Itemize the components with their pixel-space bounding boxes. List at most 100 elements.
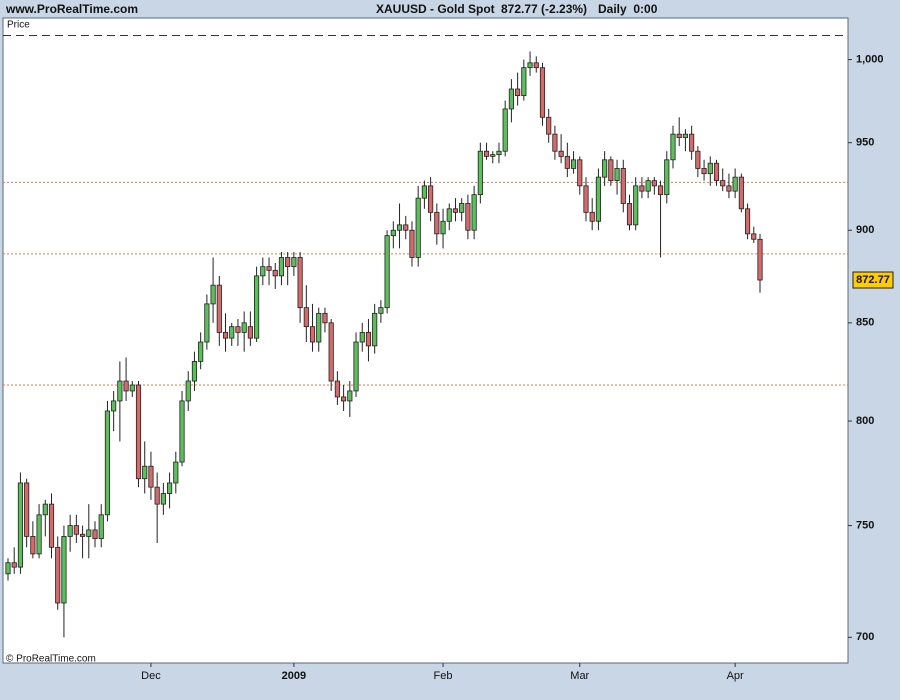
y-tick-label: 800 [856, 415, 874, 427]
candle-body [452, 208, 459, 213]
candle-body [229, 326, 235, 339]
candle-body [664, 159, 670, 196]
candle-body [160, 493, 166, 505]
copyright: © ProRealTime.com [6, 654, 96, 665]
candle-body [558, 150, 564, 157]
candle-body [222, 331, 229, 339]
price-change: 872.77 (-2.23%) [501, 2, 587, 16]
candle-body [359, 331, 365, 343]
candle-body [328, 322, 334, 382]
candle-body [254, 275, 260, 339]
candle-body [490, 154, 496, 157]
candle-body [67, 525, 73, 537]
candle-body [546, 116, 552, 135]
candle-body [297, 257, 303, 309]
candle-body [11, 562, 17, 568]
x-tick-label: Apr [727, 670, 744, 682]
candle-body [353, 341, 359, 392]
candle-body [42, 503, 48, 516]
candle-body [390, 229, 396, 237]
candle-body [396, 224, 403, 231]
candle-body [620, 168, 626, 204]
candle-body [583, 185, 589, 213]
candle-body [316, 312, 322, 343]
candle-body [676, 133, 682, 138]
candle-body [477, 150, 483, 196]
candle-body [614, 168, 620, 182]
site-name: www.ProRealTime.com [5, 2, 138, 16]
candle-body [123, 380, 129, 392]
candle-body [440, 220, 446, 235]
candle-body [173, 461, 179, 484]
candle-body [247, 326, 253, 339]
y-tick-label: 850 [856, 317, 874, 329]
candle-body [670, 133, 676, 161]
candle-body [720, 180, 726, 187]
period: Daily 0:00 [598, 2, 658, 16]
candle-body [365, 331, 372, 347]
candle-body [726, 185, 732, 192]
candle-body [608, 159, 614, 182]
candle-body [260, 266, 266, 277]
candle-body [496, 150, 502, 156]
candle-body [465, 203, 471, 231]
candle-body [142, 465, 148, 480]
candle-body [216, 284, 222, 333]
candle-body [378, 307, 384, 314]
candle-body [241, 322, 247, 333]
candle-body [278, 257, 285, 277]
candle-body [104, 410, 111, 516]
candle-body [570, 159, 577, 169]
candle-body [61, 536, 67, 604]
candle-body [415, 197, 421, 258]
candle-body [185, 380, 191, 402]
candle-body [682, 133, 688, 138]
candle-body [409, 229, 415, 258]
candle-body [446, 208, 452, 222]
candle-body [80, 533, 86, 537]
candle-body [564, 155, 570, 169]
symbol: XAUUSD - Gold Spot [376, 2, 495, 16]
candle-body [651, 180, 657, 187]
candle-body [266, 266, 272, 271]
candle-body [272, 269, 278, 277]
x-tick-label: Dec [141, 670, 161, 682]
candle-body [459, 203, 465, 213]
candle-body [285, 257, 291, 268]
candle-body [626, 203, 633, 226]
x-tick-label: 2009 [282, 670, 306, 682]
y-tick-label: 1,000 [856, 53, 884, 65]
candle-body [539, 67, 546, 118]
candle-body [595, 176, 601, 222]
candle-body [334, 380, 340, 398]
candle-body [303, 307, 309, 328]
candle-body [73, 525, 79, 535]
candle-body [36, 514, 42, 555]
last-price-label: 872.77 [856, 274, 890, 286]
candle-body [751, 233, 757, 240]
candle-body [30, 536, 36, 555]
candle-body [179, 400, 185, 463]
candle-body [347, 390, 353, 402]
candle-body [403, 224, 409, 231]
candle-body [135, 384, 142, 480]
candle-body [372, 312, 378, 347]
candle-body [483, 150, 490, 157]
candle-body [502, 108, 508, 152]
candle-body [515, 88, 521, 97]
candle-body [111, 400, 117, 412]
candle-body [322, 312, 328, 324]
candle-body [695, 150, 701, 169]
candle-body [341, 396, 347, 402]
candle-body [210, 284, 216, 305]
y-tick-label: 750 [856, 519, 874, 531]
plot-area [2, 17, 849, 664]
candle-body [48, 503, 55, 548]
x-tick-label: Mar [570, 670, 589, 682]
candle-body [154, 486, 160, 505]
candle-body [757, 238, 763, 281]
candle-body [428, 185, 434, 213]
candle-body [291, 257, 297, 268]
